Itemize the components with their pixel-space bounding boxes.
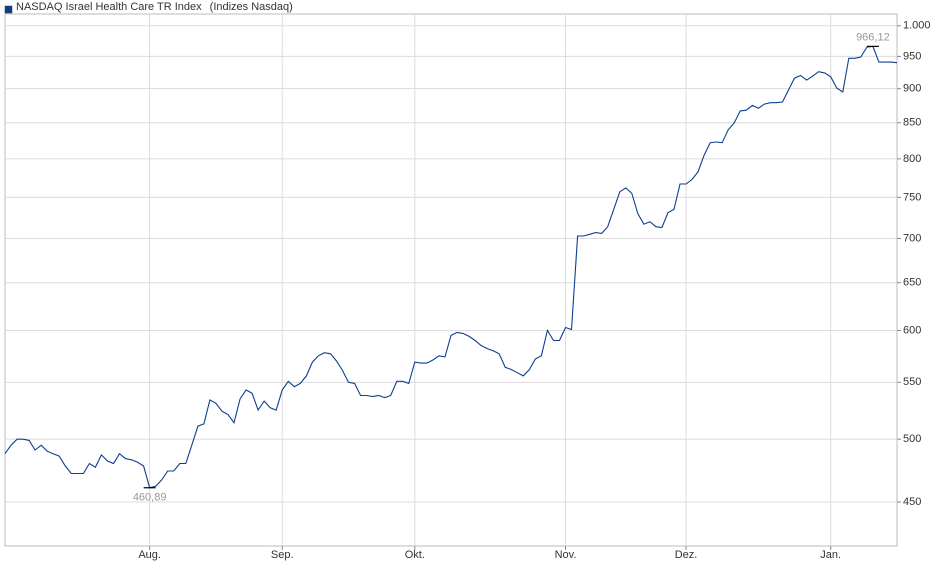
y-tick-label: 1.000 (903, 20, 931, 32)
x-tick-label: Dez. (675, 549, 698, 561)
y-tick-label: 750 (903, 191, 921, 203)
y-tick-label: 900 (903, 83, 921, 95)
chart-subtitle: (Indizes Nasdaq) (210, 1, 293, 13)
y-tick-label: 450 (903, 496, 921, 508)
y-tick-label: 800 (903, 153, 921, 165)
plot-frame (4, 13, 898, 547)
y-tick-label: 850 (903, 117, 921, 129)
line (4, 45, 898, 489)
x-tick-label: Okt. (405, 549, 425, 561)
y-tick-label: 650 (903, 277, 921, 289)
x-tick-label: Sep. (271, 549, 294, 561)
legend-swatch (4, 5, 13, 14)
y-tick-label: 500 (903, 433, 921, 445)
y-tick-label: 600 (903, 324, 921, 336)
y-tick-label: 700 (903, 232, 921, 244)
legend-label: NASDAQ Israel Health Care TR Index (16, 1, 202, 13)
value-label: 966,12 (856, 31, 890, 43)
x-tick-label: Aug. (138, 549, 161, 561)
x-tick-label: Nov. (555, 549, 577, 561)
value-label: 460,89 (133, 492, 167, 504)
y-tick-label: 950 (903, 50, 921, 62)
y-tick-label: 550 (903, 376, 921, 388)
x-tick-label: Jan. (820, 549, 841, 561)
